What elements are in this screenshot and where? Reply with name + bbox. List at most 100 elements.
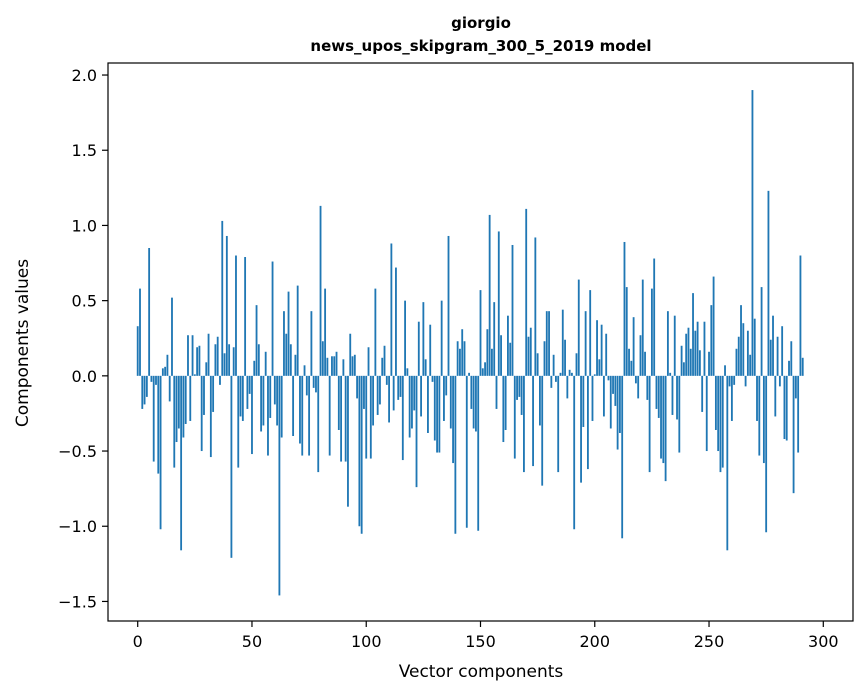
bar-component-46	[241, 375, 244, 421]
bar-component-85	[331, 356, 333, 376]
bar-component-2	[141, 375, 144, 409]
bar-component-166	[516, 375, 518, 400]
bar-component-45	[239, 375, 242, 417]
bar-component-286	[790, 341, 793, 376]
bar-component-204	[602, 375, 605, 417]
bar-component-212	[621, 375, 624, 539]
bar-component-291	[801, 357, 804, 376]
bar-component-11	[161, 368, 164, 376]
bar-component-209	[614, 375, 617, 406]
bar-component-218	[634, 375, 637, 384]
bar-component-86	[333, 356, 336, 376]
bar-component-92	[347, 375, 349, 507]
bar-component-257	[724, 365, 726, 376]
bar-component-165	[513, 375, 516, 459]
bar-component-44	[237, 375, 240, 468]
bar-component-10	[159, 375, 162, 530]
bar-component-18	[177, 375, 180, 429]
bar-component-247	[701, 375, 704, 412]
bar-component-153	[486, 329, 489, 376]
bar-component-288	[794, 375, 797, 399]
bar-component-164	[511, 244, 514, 376]
bar-component-115	[399, 375, 402, 397]
bar-component-79	[317, 375, 320, 473]
bar-component-172	[529, 327, 532, 376]
bar-component-41	[230, 375, 233, 558]
bar-component-197	[586, 375, 589, 470]
bar-component-202	[598, 359, 601, 376]
bar-component-125	[422, 302, 425, 376]
bar-component-36	[219, 375, 221, 385]
bar-component-162	[507, 315, 509, 376]
bar-component-152	[484, 362, 486, 376]
bar-component-275	[765, 375, 768, 533]
bar-component-83	[326, 357, 329, 376]
bar-component-4	[145, 375, 148, 397]
bar-component-139	[454, 375, 457, 534]
bar-component-215	[628, 348, 630, 376]
bar-component-239	[682, 362, 685, 376]
bar-component-238	[680, 345, 683, 376]
bar-component-159	[500, 335, 502, 376]
bar-component-177	[541, 375, 544, 486]
bar-component-266	[744, 375, 747, 387]
y-tick-label: 0.5	[72, 292, 97, 311]
bar-component-231	[664, 375, 667, 482]
bar-component-72	[301, 375, 304, 456]
bar-component-60	[273, 375, 276, 405]
bar-component-256	[721, 375, 724, 468]
bar-component-168	[520, 375, 523, 415]
bar-component-173	[532, 375, 534, 467]
bar-component-1	[139, 288, 141, 376]
bar-component-103	[372, 375, 375, 426]
bar-component-9	[157, 375, 160, 474]
bar-component-107	[381, 357, 384, 376]
bar-component-15	[171, 297, 173, 376]
bar-component-200	[593, 374, 596, 376]
bar-component-270	[753, 318, 756, 376]
bar-component-106	[379, 375, 381, 405]
bar-component-268	[749, 354, 752, 376]
bar-component-149	[477, 375, 480, 531]
bar-component-128	[429, 324, 432, 376]
bar-component-105	[376, 375, 379, 415]
bar-component-84	[328, 375, 331, 456]
bar-component-264	[740, 305, 742, 376]
bar-component-241	[687, 327, 690, 376]
bar-component-71	[299, 375, 301, 444]
bar-component-122	[415, 375, 418, 488]
bar-component-163	[509, 342, 512, 376]
x-tick-label: 250	[694, 632, 725, 651]
bar-component-199	[591, 375, 594, 421]
bar-component-102	[369, 375, 372, 459]
bar-component-129	[431, 375, 434, 382]
bar-component-56	[264, 351, 267, 376]
bar-component-171	[527, 336, 530, 376]
bar-component-160	[502, 375, 505, 443]
bar-component-252	[712, 276, 715, 376]
bar-component-267	[746, 330, 749, 376]
bar-component-20	[182, 375, 185, 438]
bar-component-132	[438, 375, 441, 453]
bar-component-273	[760, 287, 763, 376]
bar-component-263	[737, 336, 740, 376]
bar-component-254	[717, 375, 720, 452]
bar-component-217	[632, 317, 635, 376]
bar-component-69	[294, 354, 297, 376]
bar-component-265	[742, 323, 745, 376]
bar-component-5	[148, 248, 151, 376]
bar-component-290	[799, 255, 802, 376]
bar-component-133	[440, 300, 443, 376]
bar-component-66	[287, 291, 290, 376]
bar-component-127	[427, 375, 429, 433]
bar-component-43	[235, 255, 237, 376]
y-tick-label: 0.0	[72, 367, 97, 386]
bar-component-118	[406, 368, 409, 376]
bar-component-112	[392, 375, 395, 411]
bar-component-206	[607, 375, 610, 381]
bar-component-52	[255, 305, 258, 376]
bar-component-205	[605, 333, 608, 376]
bar-component-30	[205, 362, 208, 376]
bar-component-109	[385, 375, 388, 385]
